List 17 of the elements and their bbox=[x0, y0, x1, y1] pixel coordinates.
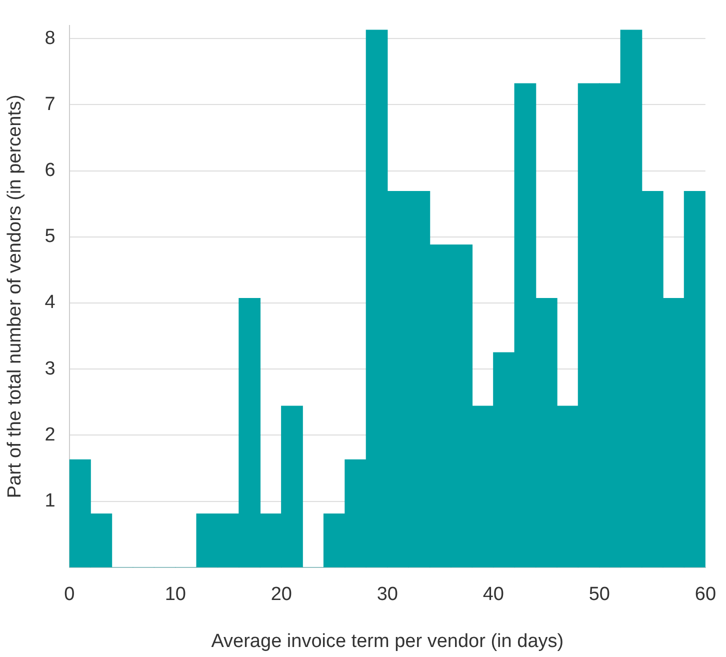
x-tick-label: 40 bbox=[482, 584, 504, 606]
x-tick-label: 50 bbox=[588, 584, 610, 606]
x-axis-title: Average invoice term per vendor (in days) bbox=[211, 630, 564, 652]
x-tick-label: 20 bbox=[270, 584, 292, 606]
y-tick-label: 4 bbox=[44, 292, 56, 314]
y-tick-label: 3 bbox=[44, 358, 56, 380]
y-tick-label: 7 bbox=[44, 94, 56, 115]
y-tick-label: 2 bbox=[44, 424, 56, 446]
y-axis-title: Part of the total number of vendors (in percents) bbox=[4, 94, 26, 498]
x-tick-label: 60 bbox=[694, 584, 716, 606]
x-tick-label: 0 bbox=[64, 584, 75, 606]
y-tick-label: 8 bbox=[44, 28, 56, 49]
y-tick-label: 5 bbox=[44, 226, 56, 248]
y-tick-label: 6 bbox=[44, 160, 56, 182]
y-tick-label: 1 bbox=[44, 490, 56, 512]
x-tick-label: 10 bbox=[164, 584, 186, 606]
x-tick-label: 30 bbox=[376, 584, 398, 606]
